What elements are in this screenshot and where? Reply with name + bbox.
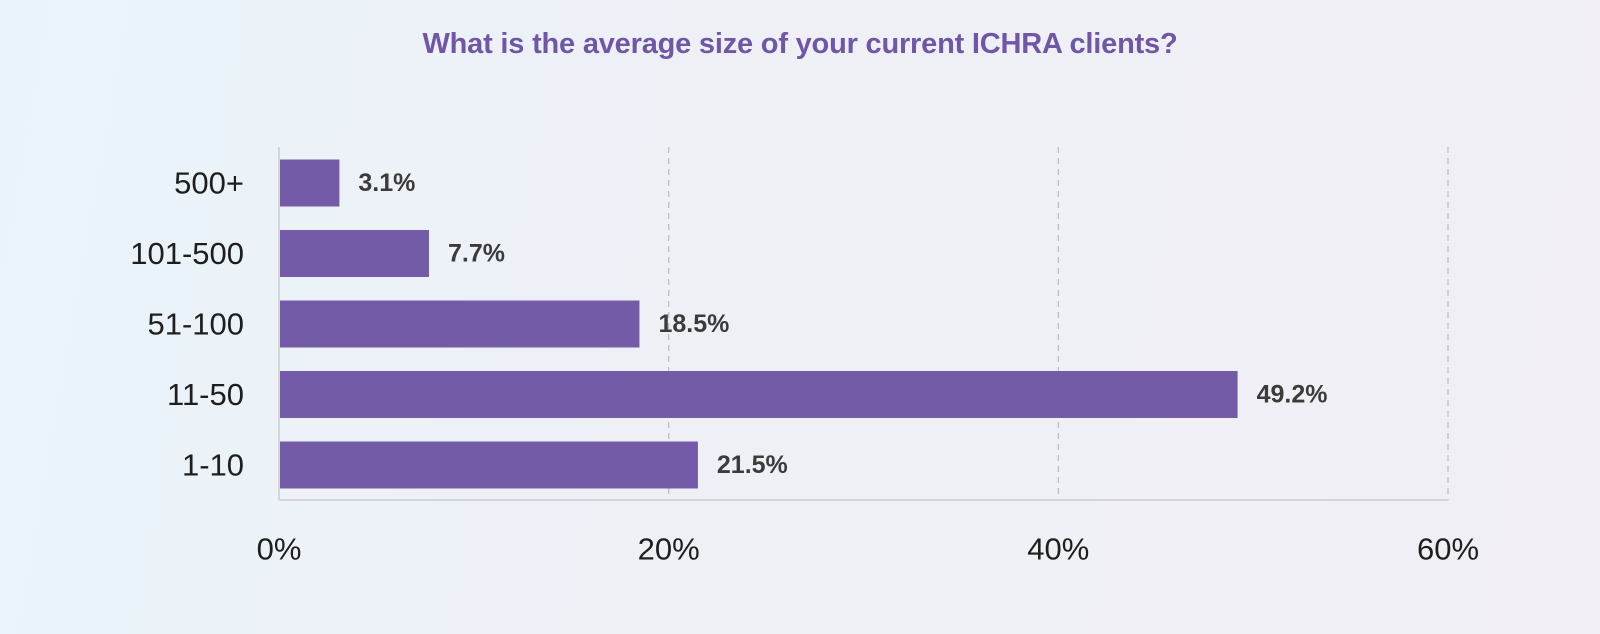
x-tick-label-0: 0% <box>257 532 302 567</box>
value-label-11-50: 49.2% <box>1257 381 1328 409</box>
category-label-101-500: 101-500 <box>130 236 244 271</box>
x-tick-label-3: 60% <box>1417 532 1479 567</box>
x-tick-label-2: 40% <box>1027 532 1089 567</box>
category-label-51-100: 51-100 <box>147 307 244 342</box>
category-label-11-50: 11-50 <box>167 377 244 412</box>
chart-title: What is the average size of your current… <box>422 28 1178 60</box>
value-label-500+: 3.1% <box>358 169 415 197</box>
value-label-1-10: 21.5% <box>717 451 788 479</box>
x-tick-label-1: 20% <box>638 532 700 567</box>
bar-500+ <box>280 159 340 207</box>
bar-11-50 <box>280 371 1238 418</box>
category-label-1-10: 1-10 <box>182 448 244 483</box>
bar-51-100 <box>280 300 640 348</box>
category-label-500+: 500+ <box>174 166 244 201</box>
value-label-51-100: 18.5% <box>658 310 729 338</box>
value-label-101-500: 7.7% <box>448 240 505 268</box>
bar-101-500 <box>280 230 430 277</box>
bar-1-10 <box>280 441 698 489</box>
